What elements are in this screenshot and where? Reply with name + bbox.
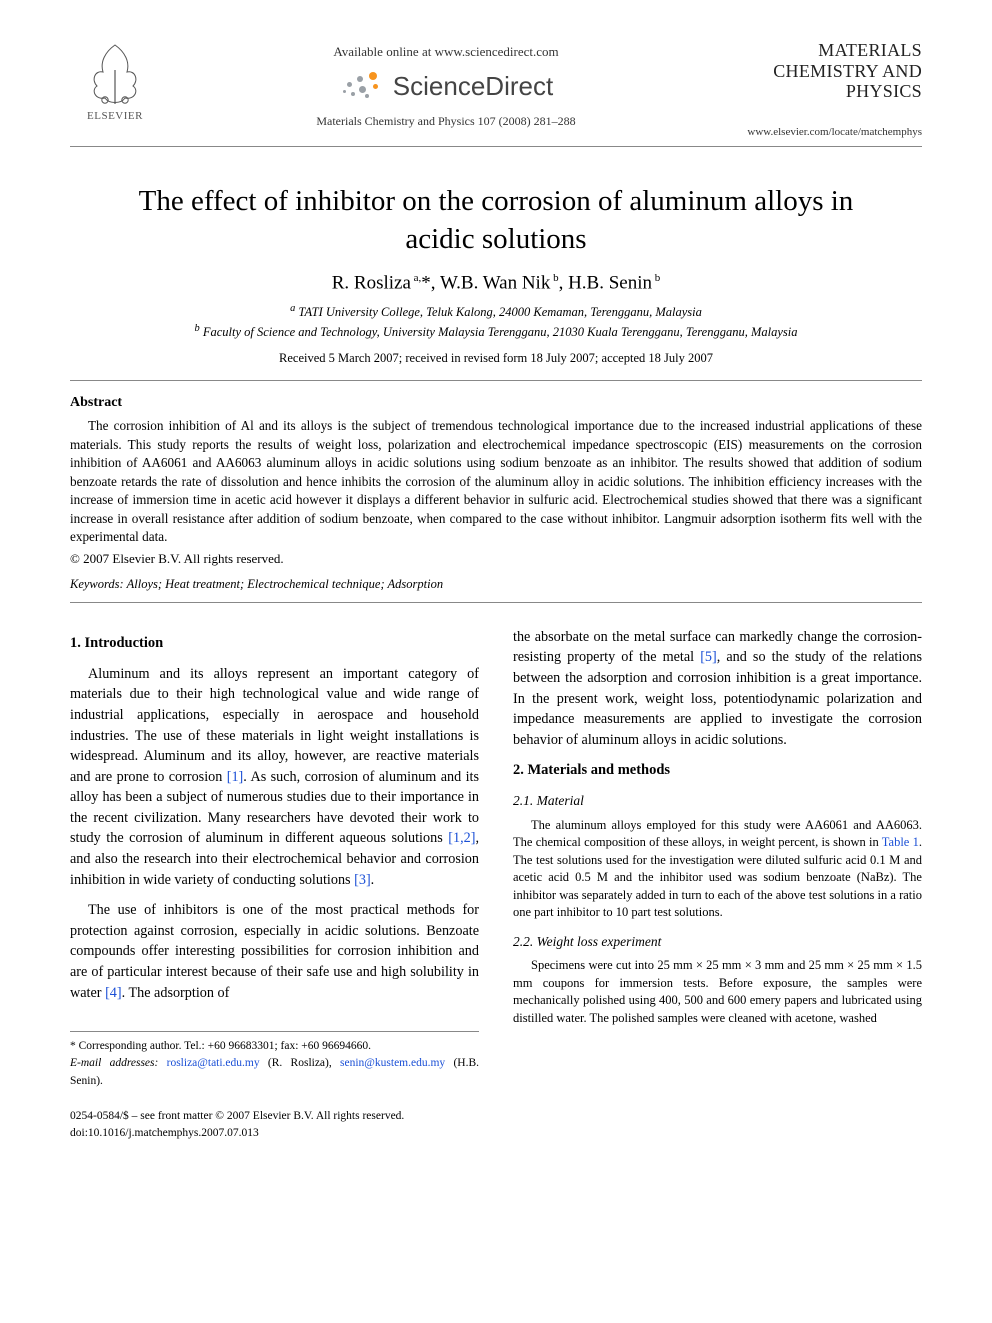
mat-p-a: The aluminum alloys employed for this st… bbox=[513, 818, 922, 850]
elsevier-logo-block: ELSEVIER bbox=[70, 40, 160, 122]
author-3-aff: b bbox=[652, 272, 660, 284]
intro-p1-a: Aluminum and its alloys represent an imp… bbox=[70, 666, 479, 785]
author-2: W.B. Wan Nik bbox=[440, 273, 550, 294]
keywords-text: Alloys; Heat treatment; Electrochemical … bbox=[127, 577, 443, 591]
email-link-2[interactable]: senin@kustem.edu.my bbox=[340, 1057, 445, 1069]
elsevier-tree-icon bbox=[85, 40, 145, 108]
email-line: E-mail addresses: rosliza@tati.edu.my (R… bbox=[70, 1055, 479, 1090]
section-2-heading: 2. Materials and methods bbox=[513, 760, 922, 781]
sciencedirect-logo: ScienceDirect bbox=[311, 66, 581, 106]
abstract-text: The corrosion inhibition of Al and its a… bbox=[70, 417, 922, 546]
section-2-1-heading: 2.1. Material bbox=[513, 791, 922, 811]
sd-wordmark: ScienceDirect bbox=[393, 71, 553, 102]
ref-link-1-2[interactable]: [1,2] bbox=[448, 830, 475, 846]
article-dates: Received 5 March 2007; received in revis… bbox=[70, 351, 922, 366]
keywords-label: Keywords: bbox=[70, 577, 124, 591]
body-columns: 1. Introduction Aluminum and its alloys … bbox=[70, 627, 922, 1143]
rule-above-abstract bbox=[70, 380, 922, 381]
copyright-line: © 2007 Elsevier B.V. All rights reserved… bbox=[70, 551, 922, 567]
author-2-aff: b bbox=[550, 272, 558, 284]
ref-link-5[interactable]: [5] bbox=[700, 649, 717, 665]
section-2-2-heading: 2.2. Weight loss experiment bbox=[513, 932, 922, 952]
col-right: the absorbate on the metal surface can m… bbox=[513, 627, 922, 1143]
intro-continued: the absorbate on the metal surface can m… bbox=[513, 627, 922, 751]
header-center: Available online at www.sciencedirect.co… bbox=[160, 40, 732, 129]
ref-link-4[interactable]: [4] bbox=[105, 985, 122, 1001]
sd-dots-icon bbox=[339, 68, 387, 104]
col-left: 1. Introduction Aluminum and its alloys … bbox=[70, 627, 479, 1143]
author-1-aff: a, bbox=[411, 272, 421, 284]
emails-label: E-mail addresses: bbox=[70, 1057, 158, 1069]
keywords-line: Keywords: Alloys; Heat treatment; Electr… bbox=[70, 577, 922, 592]
email-link-1[interactable]: rosliza@tati.edu.my bbox=[167, 1057, 260, 1069]
ref-link-3[interactable]: [3] bbox=[354, 872, 371, 888]
issn-line: 0254-0584/$ – see front matter © 2007 El… bbox=[70, 1108, 479, 1125]
intro-para-2: The use of inhibitors is one of the most… bbox=[70, 900, 479, 1003]
section-1-heading: 1. Introduction bbox=[70, 633, 479, 654]
bottom-meta: 0254-0584/$ – see front matter © 2007 El… bbox=[70, 1108, 479, 1143]
doi-line: doi:10.1016/j.matchemphys.2007.07.013 bbox=[70, 1125, 479, 1142]
affiliations: a TATI University College, Teluk Kalong,… bbox=[70, 301, 922, 342]
header-row: ELSEVIER Available online at www.science… bbox=[70, 40, 922, 147]
page-root: ELSEVIER Available online at www.science… bbox=[0, 0, 992, 1182]
article-title: The effect of inhibitor on the corrosion… bbox=[110, 183, 882, 258]
rule-below-keywords bbox=[70, 602, 922, 603]
intro-para-1: Aluminum and its alloys represent an imp… bbox=[70, 664, 479, 891]
journal-title: MATERIALS CHEMISTRY AND PHYSICS bbox=[732, 40, 922, 102]
corresponding-author: * Corresponding author. Tel.: +60 966833… bbox=[70, 1038, 479, 1055]
intro-p2-b: . The adsorption of bbox=[122, 985, 230, 1001]
abstract-heading: Abstract bbox=[70, 395, 922, 411]
affiliation-a: a TATI University College, Teluk Kalong,… bbox=[70, 301, 922, 321]
table-1-link[interactable]: Table 1 bbox=[882, 835, 919, 849]
journal-title-l1: MATERIALS bbox=[818, 40, 922, 60]
material-para: The aluminum alloys employed for this st… bbox=[513, 817, 922, 922]
corr-asterisk: * bbox=[421, 273, 431, 294]
author-3: H.B. Senin bbox=[568, 273, 652, 294]
affil-b-text: Faculty of Science and Technology, Unive… bbox=[203, 325, 798, 339]
elsevier-label: ELSEVIER bbox=[87, 110, 143, 122]
affil-a-text: TATI University College, Teluk Kalong, 2… bbox=[298, 305, 701, 319]
citation-line: Materials Chemistry and Physics 107 (200… bbox=[160, 114, 732, 129]
abstract-body: The corrosion inhibition of Al and its a… bbox=[70, 418, 922, 544]
affiliation-b: b Faculty of Science and Technology, Uni… bbox=[70, 321, 922, 341]
email-1-who: (R. Rosliza), bbox=[268, 1057, 332, 1069]
weightloss-para: Specimens were cut into 25 mm × 25 mm × … bbox=[513, 957, 922, 1027]
journal-title-l2: CHEMISTRY AND bbox=[773, 61, 922, 81]
intro-p1-d: . bbox=[371, 872, 375, 888]
authors-line: R. Rosliza a,*, W.B. Wan Nik b, H.B. Sen… bbox=[70, 272, 922, 294]
journal-title-l3: PHYSICS bbox=[846, 81, 922, 101]
author-1: R. Rosliza bbox=[332, 273, 411, 294]
ref-link-1[interactable]: [1] bbox=[227, 769, 244, 785]
journal-url: www.elsevier.com/locate/matchemphys bbox=[732, 126, 922, 138]
header-right: MATERIALS CHEMISTRY AND PHYSICS www.else… bbox=[732, 40, 922, 138]
available-online-text: Available online at www.sciencedirect.co… bbox=[160, 44, 732, 60]
footnote-block: * Corresponding author. Tel.: +60 966833… bbox=[70, 1031, 479, 1090]
